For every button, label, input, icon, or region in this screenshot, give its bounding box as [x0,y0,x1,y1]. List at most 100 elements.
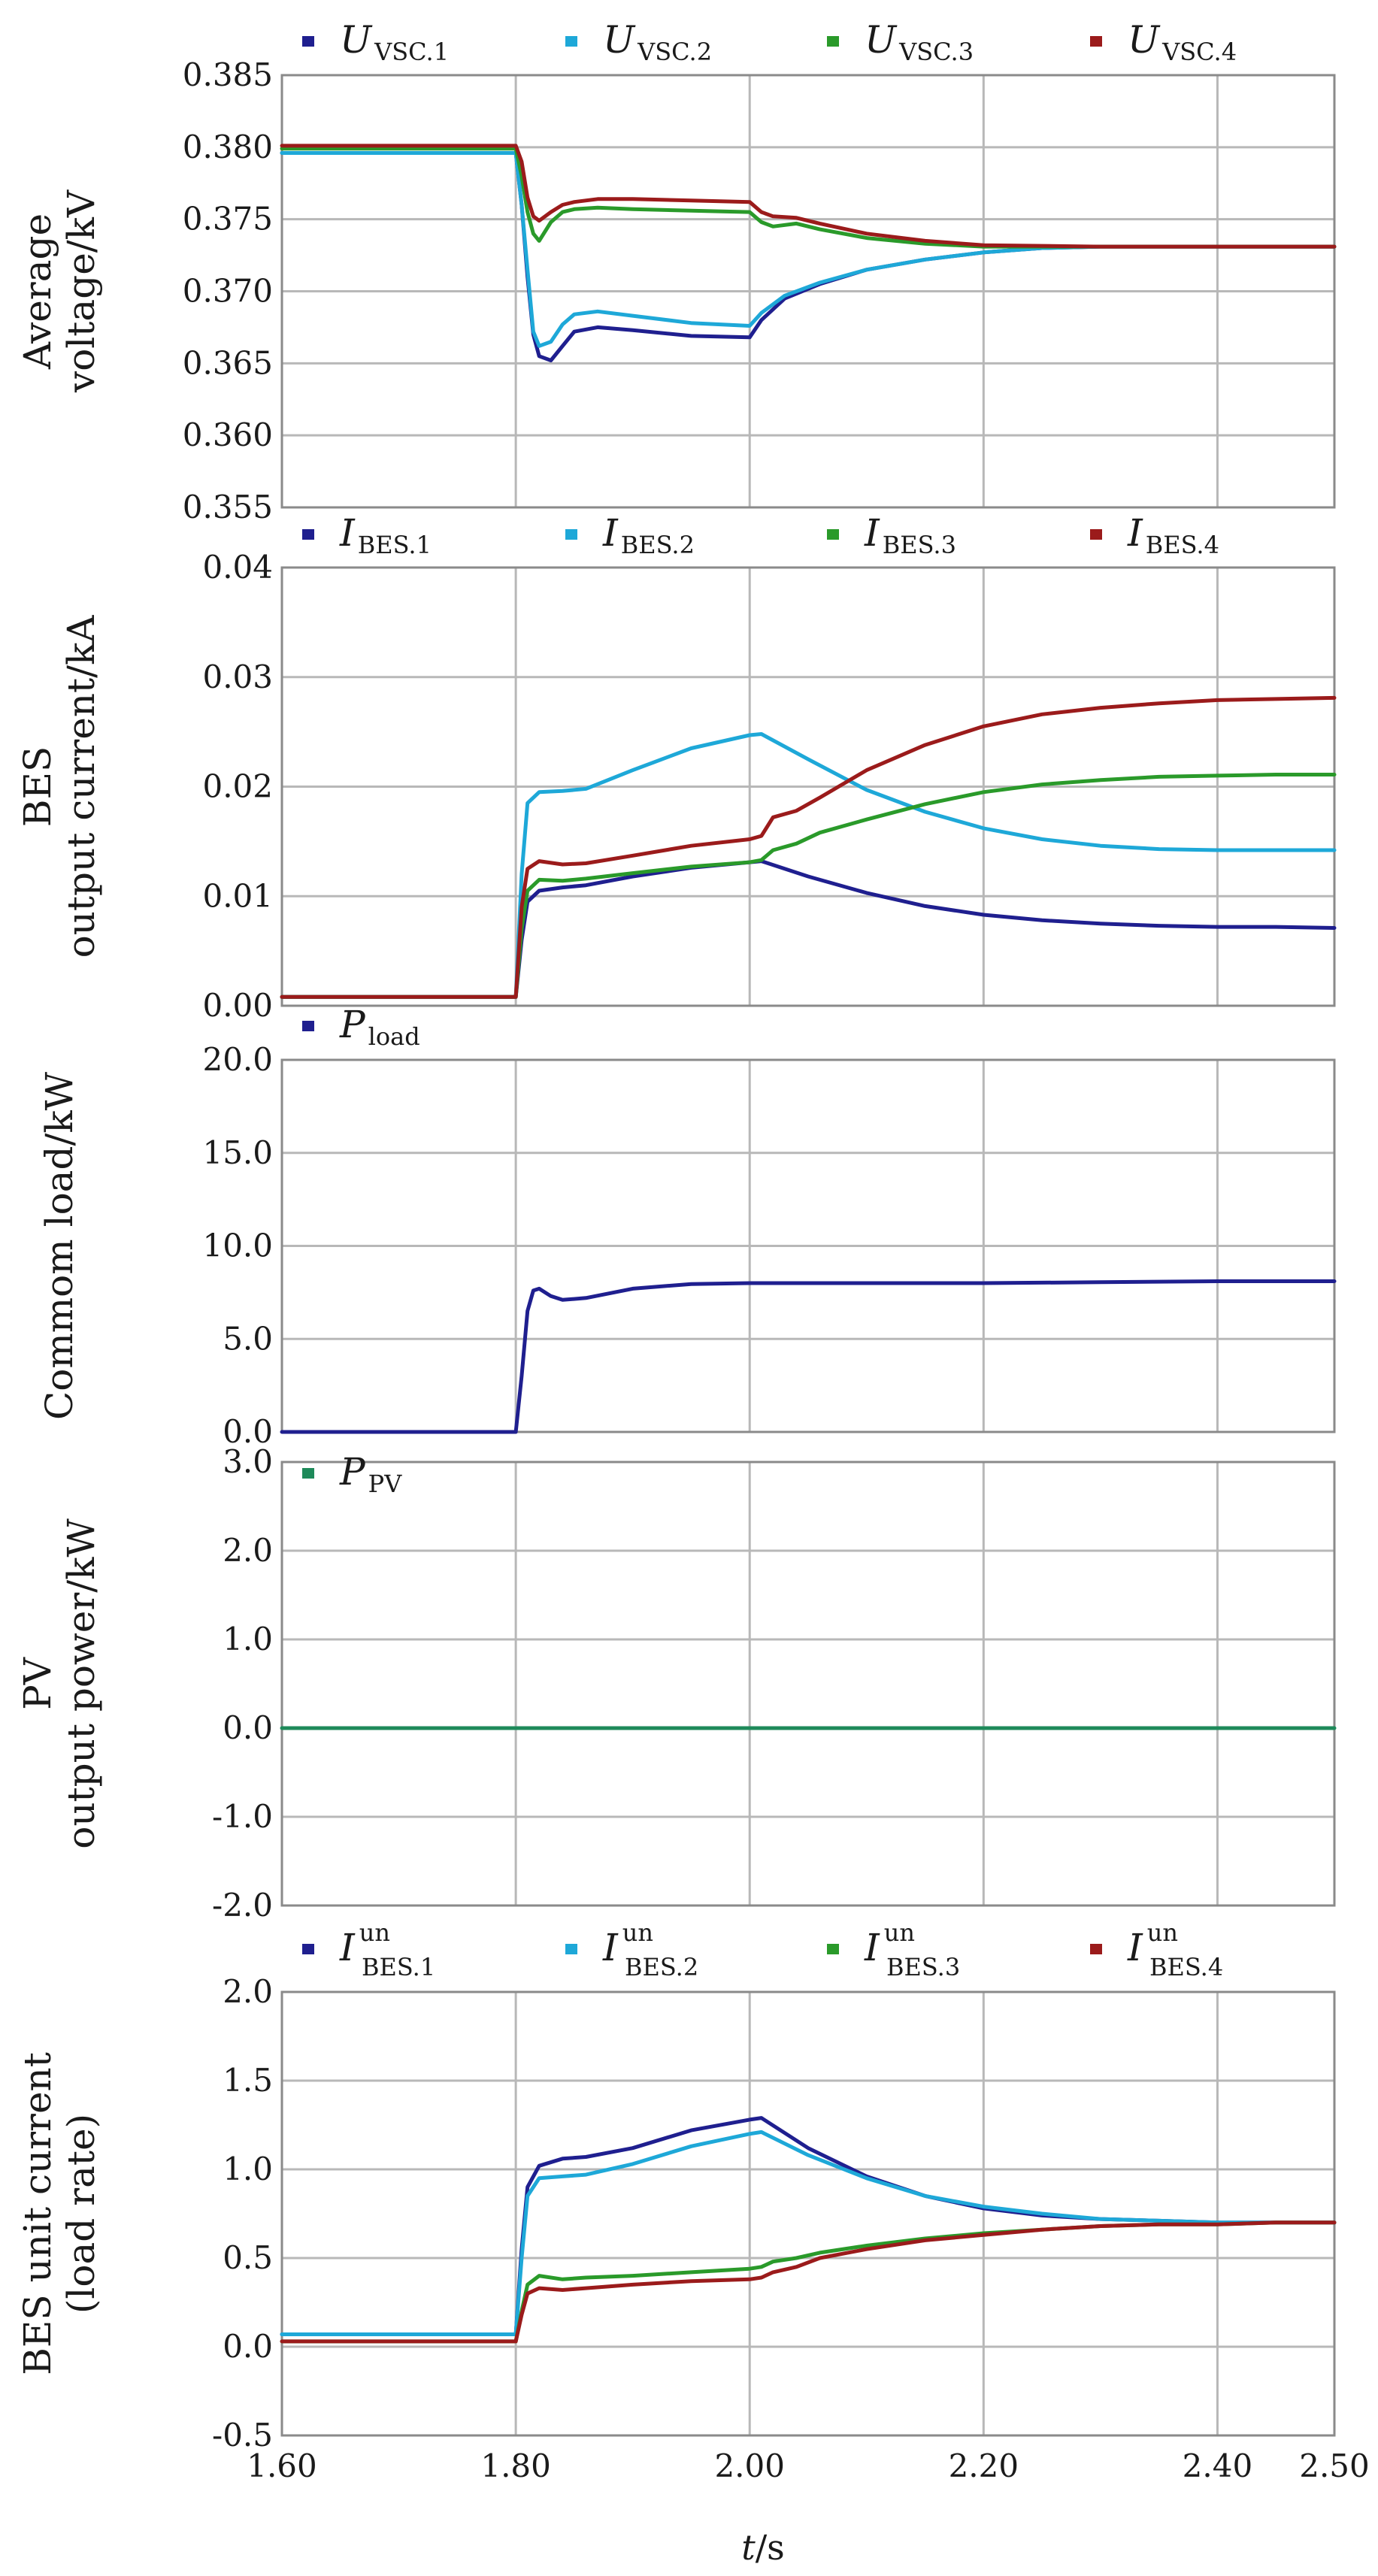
x-axis-var: t [741,2527,756,2568]
legend-swatch [1090,529,1102,540]
y-axis-title: BES [16,746,59,828]
legend-symbol: I [602,511,619,555]
x-axis-unit: /s [756,2527,785,2568]
y-tick-label: 20.0 [202,1041,273,1078]
y-tick-label: 0.0 [223,2328,273,2365]
legend-subscript: PV [368,1470,403,1498]
x-tick-label: 2.00 [714,2447,785,2484]
y-axis-title: Average [16,213,59,370]
y-tick-label: 3.0 [223,1443,273,1480]
series-line-bes-2 [280,732,1337,999]
legend-subscript: VSC.1 [374,38,449,66]
legend-symbol: U [340,18,373,62]
grid-layer [280,74,1336,2437]
y-tick-label: 5.0 [223,1320,273,1357]
y-axis-title: output power/kW [59,1518,103,1849]
y-tick-label: 0.370 [183,273,273,310]
legend-subscript: BES.1 [362,1953,435,1981]
y-tick-label: 1.0 [223,2151,273,2187]
x-tick-label: 2.50 [1299,2447,1370,2484]
legend-entry: I BES.4 [1127,511,1219,559]
y-axis-title: Commom load/kW [38,1071,81,1420]
legend-subscript: BES.3 [883,531,956,559]
y-tick-label: 0.355 [183,489,273,525]
legend-symbol: U [603,18,636,62]
legend-swatch [302,36,314,47]
legend-entry: P PV [339,1450,402,1498]
legend-swatch [827,1944,839,1954]
legend-subscript: BES.3 [886,1953,960,1981]
x-tick-label: 2.40 [1183,2447,1253,2484]
legend-entry: I BES.2 [602,511,695,559]
y-tick-label: 0.04 [202,549,273,586]
x-tick-label: 2.20 [949,2447,1019,2484]
series-line-vsc-1 [280,151,1337,362]
series-line-vsc-3 [280,147,1337,249]
x-tick-label: 1.60 [247,2447,317,2484]
legend-entry: I BES.3 [864,511,956,559]
legend-superscript: un [622,1918,653,1947]
legend-superscript: un [359,1918,390,1947]
legend-entry: U VSC.1 [340,18,449,66]
legend-symbol: P [339,1003,366,1046]
y-tick-label: 0.380 [183,129,273,165]
legend-swatch [302,1021,314,1031]
x-axis-title: t/s [741,2527,785,2568]
y-tick-label: 0.5 [223,2239,273,2276]
legend-symbol: P [339,1450,366,1494]
legend-superscript: un [1147,1918,1178,1947]
y-tick-label: -1.0 [212,1798,273,1835]
y-axis-title: BES unit current [16,2052,59,2375]
series-line-vsc-4 [280,144,1337,249]
y-tick-label: 0.360 [183,416,273,453]
legend-swatch [302,1944,314,1954]
y-tick-label: 0.0 [223,1709,273,1746]
plot-frame [280,1990,1336,2437]
legend-subscript: BES.2 [621,531,695,559]
y-axis-title: (load rate) [59,2114,103,2314]
y-tick-label: 1.0 [223,1621,273,1657]
legend-swatch [827,529,839,540]
legend-symbol: I [1127,1926,1143,1969]
plot-frame [280,1058,1336,1433]
x-tick-label: 1.80 [480,2447,551,2484]
y-tick-label: 0.385 [183,56,273,93]
legend-entry: U VSC.3 [865,18,974,66]
legend-swatch [302,1468,314,1479]
text-layer: 0.385 0.380 0.375 0.370 0.365 0.360 0.355 Avera… [16,18,1370,2484]
legend-subscript: VSC.4 [1161,38,1237,66]
legend-swatch [565,36,577,47]
legend-subscript: VSC.2 [637,38,712,66]
y-tick-label: 0.02 [202,768,273,805]
y-tick-label: 0.01 [202,877,273,914]
y-tick-label: -0.5 [212,2417,273,2453]
legend-swatch [565,1944,577,1954]
legend-swatch [1090,1944,1102,1954]
legend-subscript: VSC.3 [898,38,974,66]
legend-entry: U VSC.4 [1128,18,1237,66]
legend-subscript: BES.2 [625,1953,698,1981]
legend-symbol: I [339,1926,356,1969]
legend-swatch [565,529,577,540]
legend-entry: I BES.1 [339,511,432,559]
series-line-bes-4 [280,2220,1337,2344]
y-tick-label: 0.365 [183,344,273,381]
series-line-bes-4 [280,695,1337,999]
series-line-bes-2 [280,2130,1337,2336]
legend-swatch [827,36,839,47]
plot-frame [280,1461,1336,1907]
legend-symbol: I [864,511,880,555]
legend-symbol: U [1128,18,1161,62]
series-line-bes-1 [280,859,1337,999]
legend-superscript: un [884,1918,915,1947]
legend-swatch [1090,36,1102,47]
series-line-bes-3 [280,2220,1337,2344]
y-tick-label: 1.5 [223,2062,273,2099]
legend-symbol: I [602,1926,619,1969]
legend-subscript: BES.4 [1149,1953,1223,1981]
